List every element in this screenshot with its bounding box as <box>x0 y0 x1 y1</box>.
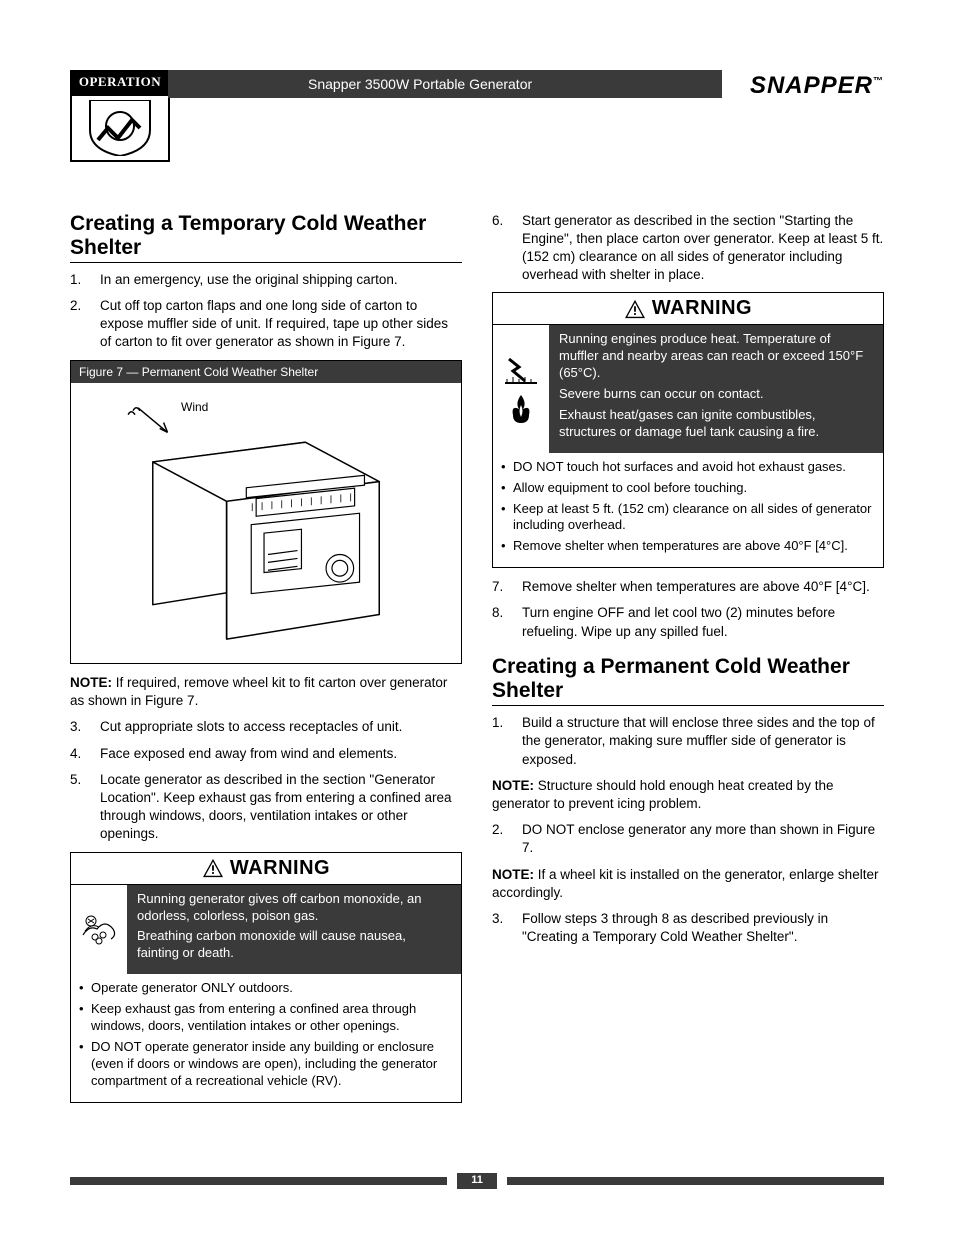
step-item: Cut appropriate slots to access receptac… <box>70 718 462 736</box>
steps-list-7: Follow steps 3 through 8 as described pr… <box>492 910 884 946</box>
warning-bullets: DO NOT touch hot surfaces and avoid hot … <box>493 453 883 567</box>
warning-icon-column <box>71 885 127 975</box>
hot-surface-icon <box>501 353 541 387</box>
section-heading-perm-shelter: Creating a Permanent Cold Weather Shelte… <box>492 655 884 706</box>
document-title: Snapper 3500W Portable Generator <box>308 75 532 94</box>
header: OPERATION Snapper 3500W Portable Generat… <box>70 70 884 162</box>
warning-icon-column <box>493 325 549 452</box>
figure-body: Wind <box>71 383 461 663</box>
warning-text-line: Running engines produce heat. Temperatur… <box>559 331 873 382</box>
warning-bullet: Allow equipment to cool before touching. <box>501 480 875 497</box>
warning-dark-panel: Running generator gives off carbon monox… <box>71 885 461 975</box>
left-column: Creating a Temporary Cold Weather Shelte… <box>70 212 462 1113</box>
toxic-fumes-icon <box>77 907 121 951</box>
step-item: Turn engine OFF and let cool two (2) min… <box>492 604 884 640</box>
warning-title: WARNING <box>652 295 752 322</box>
steps-list-2: Cut appropriate slots to access receptac… <box>70 718 462 843</box>
step-item: Remove shelter when temperatures are abo… <box>492 578 884 596</box>
warning-header: WARNING <box>71 853 461 885</box>
warning-triangle-icon <box>624 299 646 319</box>
warning-box-heat: WARNING Ru <box>492 292 884 568</box>
warning-bullet: DO NOT operate generator inside any buil… <box>79 1039 453 1090</box>
page-footer: 11 <box>70 1173 884 1189</box>
badge-shield-icon <box>70 94 170 162</box>
warning-bullet: Keep exhaust gas from entering a confine… <box>79 1001 453 1035</box>
footer-bar-right <box>507 1177 884 1185</box>
warning-bullet: Remove shelter when temperatures are abo… <box>501 538 875 555</box>
page-number: 11 <box>457 1173 497 1189</box>
warning-triangle-icon <box>202 858 224 878</box>
warning-text-line: Exhaust heat/gases can ignite combustibl… <box>559 407 873 441</box>
figure-caption: Figure 7 — Permanent Cold Weather Shelte… <box>71 361 461 383</box>
step-item: Face exposed end away from wind and elem… <box>70 745 462 763</box>
note-2: NOTE: Structure should hold enough heat … <box>492 777 884 813</box>
warning-box-co: WARNING <box>70 852 462 1103</box>
content-columns: Creating a Temporary Cold Weather Shelte… <box>70 212 884 1113</box>
warning-dark-text: Running engines produce heat. Temperatur… <box>549 325 883 452</box>
brand-logo: SNAPPER™ <box>750 70 884 102</box>
warning-text-line: Breathing carbon monoxide will cause nau… <box>137 928 451 962</box>
warning-dark-panel: Running engines produce heat. Temperatur… <box>493 325 883 452</box>
step-item: Start generator as described in the sect… <box>492 212 884 285</box>
note-3: NOTE: If a wheel kit is installed on the… <box>492 866 884 902</box>
section-heading-temp-shelter: Creating a Temporary Cold Weather Shelte… <box>70 212 462 263</box>
badge-banner: OPERATION <box>70 70 170 94</box>
warning-bullets: Operate generator ONLY outdoors. Keep ex… <box>71 974 461 1101</box>
wind-label: Wind <box>181 399 208 415</box>
steps-list-1: In an emergency, use the original shippi… <box>70 271 462 352</box>
step-item: Cut off top carton flaps and one long si… <box>70 297 462 352</box>
step-item: Locate generator as described in the sec… <box>70 771 462 844</box>
steps-list-3: Start generator as described in the sect… <box>492 212 884 285</box>
fire-icon <box>501 391 541 425</box>
step-item: Follow steps 3 through 8 as described pr… <box>492 910 884 946</box>
figure-7: Figure 7 — Permanent Cold Weather Shelte… <box>70 360 462 664</box>
shelter-diagram-icon <box>89 393 443 649</box>
warning-bullet: DO NOT touch hot surfaces and avoid hot … <box>501 459 875 476</box>
steps-list-5: Build a structure that will enclose thre… <box>492 714 884 769</box>
warning-text-line: Running generator gives off carbon monox… <box>137 891 451 925</box>
step-item: Build a structure that will enclose thre… <box>492 714 884 769</box>
warning-header: WARNING <box>493 293 883 325</box>
steps-list-6: DO NOT enclose generator any more than s… <box>492 821 884 857</box>
warning-title: WARNING <box>230 855 330 882</box>
note-1: NOTE: If required, remove wheel kit to f… <box>70 674 462 710</box>
warning-dark-text: Running generator gives off carbon monox… <box>127 885 461 975</box>
footer-bar-left <box>70 1177 447 1185</box>
warning-bullet: Operate generator ONLY outdoors. <box>79 980 453 997</box>
page: OPERATION Snapper 3500W Portable Generat… <box>0 0 954 1229</box>
step-item: DO NOT enclose generator any more than s… <box>492 821 884 857</box>
steps-list-4: Remove shelter when temperatures are abo… <box>492 578 884 641</box>
step-item: In an emergency, use the original shippi… <box>70 271 462 289</box>
operation-badge: OPERATION <box>70 70 170 162</box>
warning-bullet: Keep at least 5 ft. (152 cm) clearance o… <box>501 501 875 535</box>
title-bar: Snapper 3500W Portable Generator <box>168 70 722 98</box>
right-column: Start generator as described in the sect… <box>492 212 884 1113</box>
warning-text-line: Severe burns can occur on contact. <box>559 386 873 403</box>
